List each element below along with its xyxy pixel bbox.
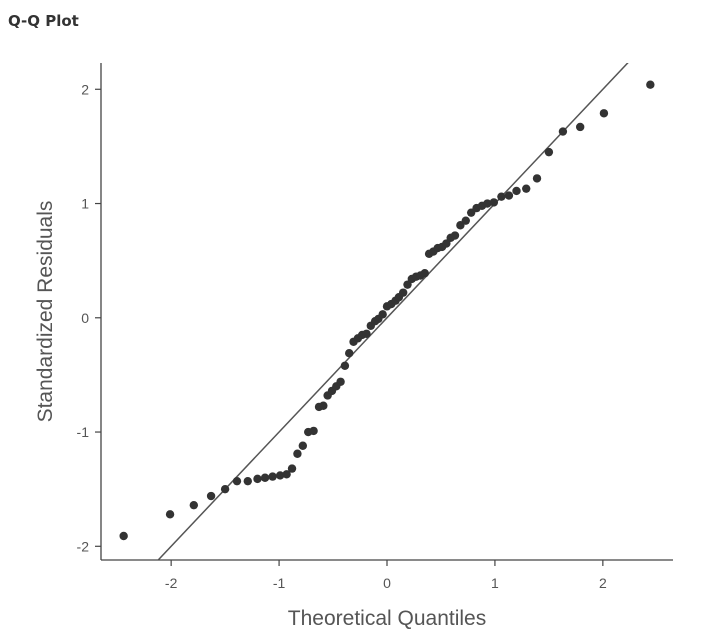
x-tick-label: -2 bbox=[165, 575, 178, 591]
x-tick-label: 1 bbox=[491, 575, 499, 591]
data-point bbox=[189, 500, 199, 510]
data-point bbox=[599, 109, 609, 118]
data-point bbox=[646, 80, 655, 89]
data-point bbox=[165, 510, 175, 519]
data-point bbox=[497, 192, 506, 201]
y-tick-label: -1 bbox=[77, 424, 90, 440]
data-point bbox=[220, 484, 230, 494]
data-point bbox=[319, 401, 328, 410]
data-point bbox=[119, 531, 128, 541]
x-tick-label: -1 bbox=[273, 575, 286, 591]
data-point bbox=[268, 472, 277, 481]
data-point bbox=[260, 473, 270, 482]
data-point bbox=[544, 147, 554, 157]
data-point bbox=[232, 476, 242, 486]
y-tick-label: 0 bbox=[81, 310, 89, 326]
data-point bbox=[282, 470, 291, 479]
y-tick-label: 2 bbox=[81, 81, 89, 97]
data-point bbox=[558, 127, 568, 136]
y-axis-ticks: -2 -1 0 1 2 bbox=[77, 81, 101, 554]
data-point bbox=[287, 464, 297, 473]
data-point bbox=[243, 476, 252, 486]
data-point bbox=[442, 239, 451, 248]
data-point bbox=[512, 186, 521, 196]
data-point bbox=[253, 474, 262, 484]
x-axis-ticks: -2 -1 0 1 2 bbox=[165, 560, 607, 591]
data-point bbox=[309, 426, 318, 436]
data-points bbox=[119, 80, 655, 541]
y-tick-label: -2 bbox=[77, 538, 90, 554]
panel-title: Q-Q Plot bbox=[8, 12, 79, 30]
data-point bbox=[575, 122, 585, 132]
x-tick-label: 2 bbox=[599, 575, 607, 591]
data-point bbox=[522, 184, 531, 193]
data-point bbox=[298, 441, 308, 450]
data-point bbox=[378, 310, 387, 319]
data-point bbox=[450, 231, 460, 240]
data-point bbox=[293, 449, 302, 458]
y-tick-label: 1 bbox=[81, 196, 89, 212]
data-point bbox=[345, 349, 354, 358]
data-point bbox=[483, 199, 492, 208]
data-point bbox=[489, 198, 499, 207]
data-point bbox=[403, 280, 412, 289]
data-point bbox=[504, 191, 514, 200]
data-point bbox=[420, 269, 429, 278]
data-point bbox=[206, 491, 216, 501]
data-point bbox=[336, 377, 345, 386]
reference-line bbox=[157, 63, 629, 560]
data-point bbox=[461, 216, 470, 225]
data-point bbox=[398, 288, 408, 297]
y-axis-title: Standardized Residuals bbox=[34, 201, 57, 423]
x-tick-label: 0 bbox=[383, 575, 391, 591]
data-point bbox=[340, 361, 350, 370]
data-point bbox=[362, 329, 371, 338]
data-point bbox=[275, 471, 285, 480]
x-axis-title: Theoretical Quantiles bbox=[288, 607, 486, 630]
data-point bbox=[532, 174, 542, 183]
